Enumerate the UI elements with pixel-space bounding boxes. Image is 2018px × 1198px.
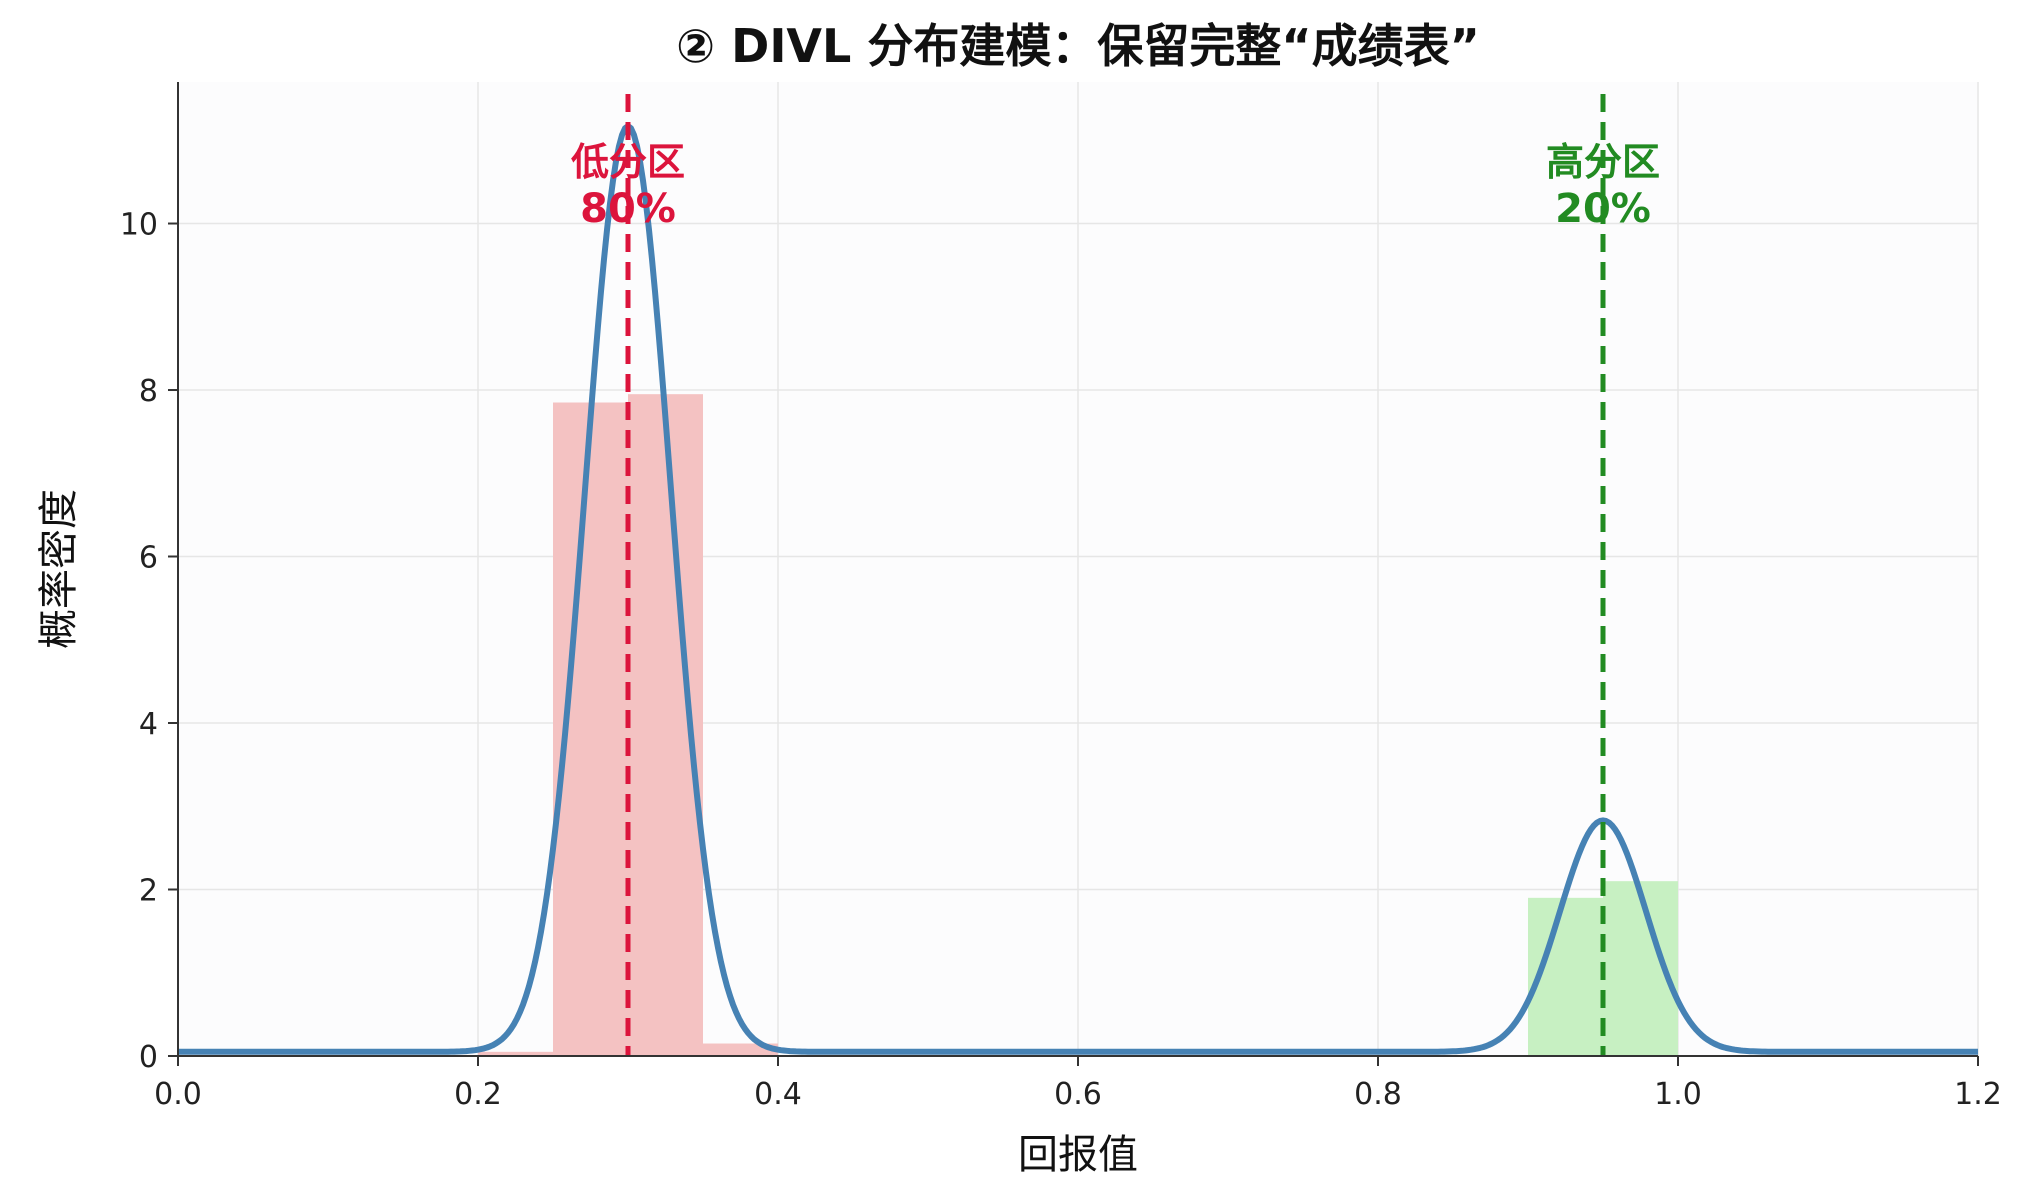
y-tick-label: 10 bbox=[120, 208, 158, 243]
x-tick-label: 1.2 bbox=[1954, 1077, 2002, 1112]
x-tick-label: 1.0 bbox=[1654, 1077, 1702, 1112]
y-tick-label: 6 bbox=[139, 541, 158, 576]
y-ticks: 0 2 4 6 8 10 bbox=[120, 208, 178, 1075]
region-percent-label: 80% bbox=[580, 186, 676, 232]
density-curve bbox=[178, 123, 1978, 1055]
x-tick-label: 0.4 bbox=[754, 1077, 802, 1112]
x-tick-label: 0.8 bbox=[1354, 1077, 1402, 1112]
x-ticks: 0.0 0.2 0.4 0.6 0.8 1.0 1.2 bbox=[154, 1056, 2002, 1112]
chart-title: ② DIVL 分布建模：保留完整“成绩表” bbox=[676, 19, 1480, 73]
histogram-bar bbox=[703, 1043, 778, 1056]
reference-lines bbox=[625, 94, 1606, 1056]
histogram-bar bbox=[478, 1051, 553, 1056]
y-tick-label: 8 bbox=[139, 374, 158, 409]
y-tick-label: 4 bbox=[139, 707, 158, 742]
y-tick-label: 2 bbox=[139, 874, 158, 909]
region-label: 低分区 bbox=[571, 140, 685, 184]
x-tick-label: 0.6 bbox=[1054, 1077, 1102, 1112]
y-axis-title: 概率密度 bbox=[36, 489, 82, 649]
x-tick-label: 0.2 bbox=[454, 1077, 502, 1112]
x-tick-label: 0.0 bbox=[154, 1077, 202, 1112]
region-percent-label: 20% bbox=[1555, 186, 1651, 232]
y-tick-label: 0 bbox=[139, 1040, 158, 1075]
x-axis-title: 回报值 bbox=[1018, 1132, 1138, 1178]
region-label: 高分区 bbox=[1546, 140, 1660, 184]
